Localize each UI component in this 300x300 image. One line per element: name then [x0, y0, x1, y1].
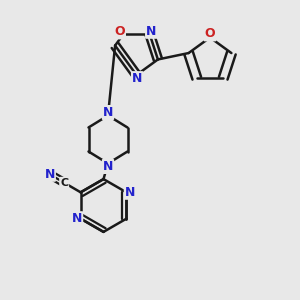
Text: O: O: [205, 27, 215, 40]
Text: C: C: [60, 178, 68, 188]
Text: N: N: [132, 72, 142, 85]
Text: N: N: [44, 168, 55, 181]
Text: N: N: [146, 25, 156, 38]
Text: N: N: [103, 160, 113, 173]
Text: N: N: [125, 186, 135, 199]
Text: O: O: [114, 26, 125, 38]
Text: N: N: [103, 106, 113, 119]
Text: N: N: [72, 212, 82, 225]
